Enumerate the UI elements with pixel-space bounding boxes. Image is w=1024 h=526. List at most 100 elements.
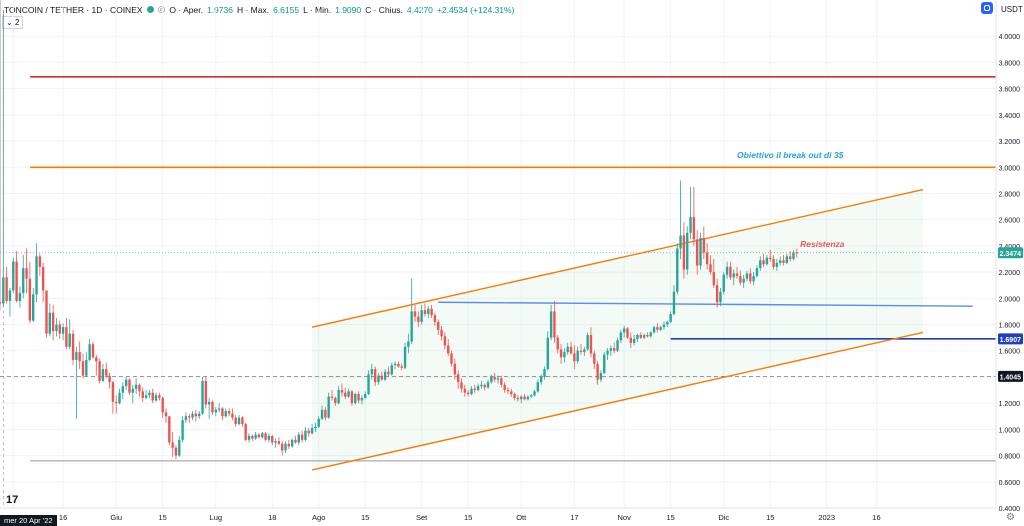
- candle-body: [732, 273, 735, 278]
- y-tick-label: 1.8000: [999, 323, 1021, 330]
- candle-body: [762, 260, 765, 265]
- candle-body: [237, 417, 241, 425]
- candle-body: [184, 416, 188, 421]
- candle-body: [476, 386, 480, 391]
- price-label: 2.3474: [1000, 251, 1022, 258]
- candle-body: [217, 408, 221, 410]
- candle-body: [709, 264, 712, 273]
- candle-body: [443, 336, 447, 346]
- candle-body: [546, 337, 549, 370]
- candle-body: [593, 353, 596, 364]
- tradingview-logo-icon[interactable]: 17: [6, 494, 19, 506]
- candle-body: [118, 392, 121, 404]
- x-tick-label: 15: [464, 513, 472, 522]
- candle-body: [68, 333, 71, 347]
- candle-body: [553, 311, 556, 338]
- candle-body: [686, 232, 689, 270]
- candle-body: [121, 386, 125, 393]
- candle-body: [244, 424, 247, 440]
- candle-body: [128, 379, 131, 393]
- candle-body: [539, 376, 543, 383]
- candle-body: [22, 268, 25, 294]
- candle-body: [360, 397, 364, 401]
- candle-body: [340, 390, 344, 393]
- candle-body: [626, 328, 629, 338]
- candle-body: [533, 391, 536, 396]
- x-tick-label: 15: [361, 513, 369, 522]
- candle-body: [496, 378, 500, 380]
- candle-body: [543, 369, 546, 377]
- candle-body: [330, 396, 334, 398]
- candle-body: [722, 274, 725, 292]
- candle-body: [656, 327, 659, 330]
- candle-body: [596, 363, 599, 380]
- candle-body: [712, 272, 715, 286]
- candle-body: [447, 345, 450, 354]
- candle-body: [769, 257, 772, 259]
- candle-body: [450, 353, 453, 364]
- candle-body: [224, 411, 227, 417]
- currency-selector[interactable]: USDT: [1001, 5, 1023, 14]
- fullscreen-icon[interactable]: [981, 2, 993, 14]
- candle-body: [636, 335, 639, 339]
- candle-body: [324, 409, 327, 418]
- candle-body: [347, 391, 350, 397]
- candle-body: [45, 290, 48, 334]
- candle-body: [181, 420, 184, 440]
- candle-body: [377, 375, 380, 383]
- candle-body: [337, 390, 340, 404]
- candle-body: [61, 327, 65, 334]
- trend-line: [311, 188, 924, 328]
- candle-body: [659, 327, 662, 330]
- y-tick-label: 0.8000: [999, 454, 1021, 461]
- candle-body: [735, 273, 739, 277]
- candle-body: [350, 391, 354, 404]
- candle-body: [65, 327, 68, 347]
- candle-body: [221, 408, 224, 417]
- y-tick-label: 0.6000: [999, 480, 1021, 487]
- candle-body: [51, 312, 55, 332]
- candle-body: [290, 439, 294, 447]
- candle-body: [367, 374, 370, 394]
- x-tick-label: Ott: [516, 513, 527, 522]
- gear-icon[interactable]: ⚙: [1006, 512, 1015, 523]
- candle-body: [257, 434, 261, 438]
- candle-body: [95, 357, 98, 362]
- candle-body: [12, 261, 15, 291]
- candle-body: [261, 433, 264, 438]
- symbol-title[interactable]: TONCOIN / TETHER · 1D · COINEX: [4, 4, 143, 15]
- candle-body: [576, 350, 579, 362]
- candle-body: [387, 371, 390, 375]
- eye-icon[interactable]: ◎: [157, 4, 166, 14]
- candle-body: [632, 338, 636, 343]
- candle-body: [493, 376, 496, 380]
- x-tick-label: 15: [666, 513, 674, 522]
- candle-body: [134, 384, 138, 389]
- candle-body: [559, 349, 563, 358]
- candle-body: [168, 416, 171, 443]
- y-tick-label: 0.4000: [999, 506, 1021, 513]
- x-tick-label: 16: [59, 513, 67, 522]
- x-tick-label: Nov: [617, 513, 631, 522]
- indicators-toggle[interactable]: ⌄ 2: [2, 16, 24, 29]
- candle-body: [327, 396, 330, 418]
- candle-body: [85, 359, 88, 376]
- candle-body: [788, 256, 792, 259]
- candle-body: [55, 324, 58, 332]
- x-tick-label: 2023: [818, 513, 835, 522]
- candle-body: [549, 311, 553, 338]
- candle-body: [745, 273, 749, 279]
- candle-body: [251, 435, 254, 439]
- y-tick-label: 2.8000: [999, 191, 1021, 198]
- y-tick-label: 2.0000: [999, 296, 1021, 303]
- candle-body: [523, 396, 526, 400]
- candle-body: [164, 412, 168, 417]
- price-label: 1.6907: [1000, 337, 1022, 344]
- price-label-box: [998, 370, 1023, 382]
- candle-body: [28, 278, 32, 321]
- candle-body: [294, 439, 297, 443]
- candle-body: [503, 384, 506, 391]
- x-tick-label: 17: [570, 513, 578, 522]
- candle-body: [679, 235, 682, 249]
